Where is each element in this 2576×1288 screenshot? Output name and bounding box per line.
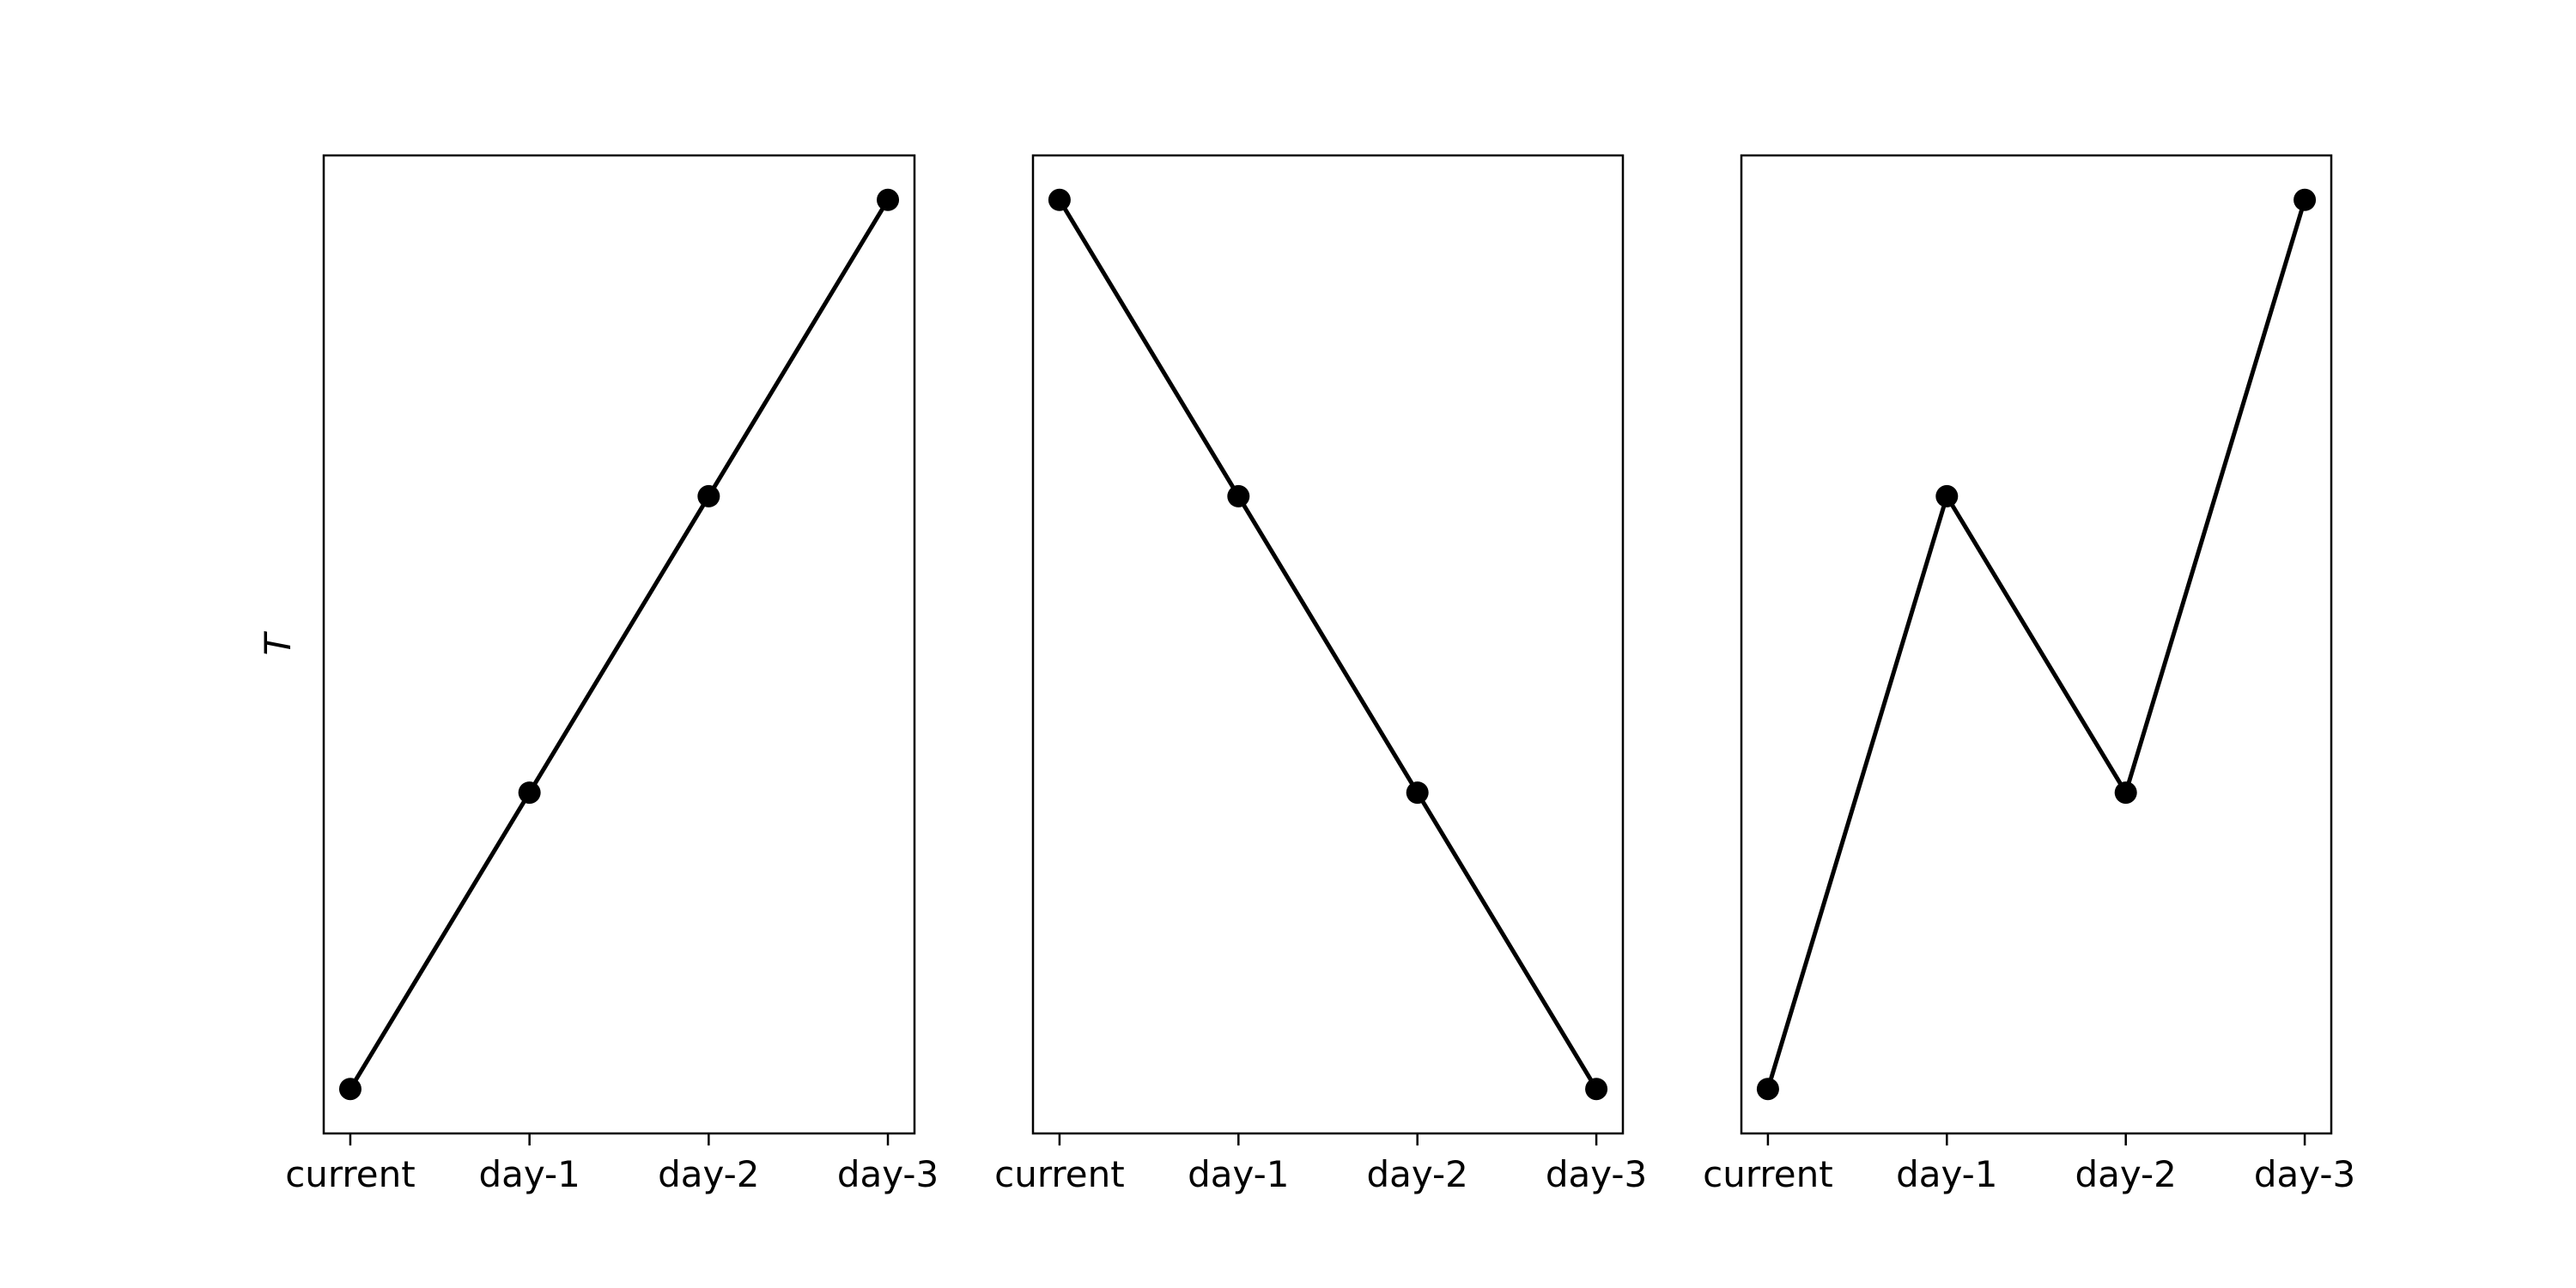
data-point bbox=[2293, 188, 2317, 211]
plot-frame bbox=[1031, 154, 1625, 1135]
x-tick-label: day-2 bbox=[1366, 1153, 1467, 1195]
data-point bbox=[1935, 484, 1959, 507]
series-line bbox=[1057, 198, 1599, 1091]
series-line bbox=[1765, 199, 2307, 1090]
data-point bbox=[2114, 781, 2137, 805]
plot-frame bbox=[1740, 154, 2333, 1135]
series-line bbox=[348, 198, 890, 1091]
x-tick-label: day-3 bbox=[2254, 1153, 2355, 1195]
x-tick-label: day-2 bbox=[658, 1153, 759, 1195]
data-point bbox=[338, 1078, 361, 1101]
x-tick-label: current bbox=[1703, 1153, 1833, 1195]
x-tick-label: current bbox=[994, 1153, 1125, 1195]
y-axis-label: T bbox=[257, 630, 299, 655]
data-point bbox=[1227, 484, 1250, 507]
x-tick-label: day-3 bbox=[837, 1153, 939, 1195]
data-point bbox=[518, 781, 541, 805]
data-point bbox=[1756, 1078, 1779, 1101]
chart-panel-3: current day-1 day-2 day-3 bbox=[1703, 154, 2355, 1195]
data-point bbox=[1406, 781, 1429, 805]
chart-panel-2: current day-1 day-2 day-3 bbox=[994, 154, 1647, 1195]
chart-panel-1: current day-1 day-2 day-3 T bbox=[257, 154, 939, 1195]
x-tick-label: day-3 bbox=[1546, 1153, 1647, 1195]
x-tick-label: current bbox=[285, 1153, 416, 1195]
x-tick-label: day-1 bbox=[478, 1153, 580, 1195]
data-point bbox=[697, 484, 720, 507]
plot-frame bbox=[322, 154, 916, 1135]
x-tick-label: day-1 bbox=[1188, 1153, 1289, 1195]
x-tick-label: day-1 bbox=[1896, 1153, 1997, 1195]
x-tick-label: day-2 bbox=[2075, 1153, 2176, 1195]
data-point bbox=[877, 188, 900, 211]
data-point bbox=[1585, 1078, 1608, 1101]
data-point bbox=[1048, 188, 1071, 211]
